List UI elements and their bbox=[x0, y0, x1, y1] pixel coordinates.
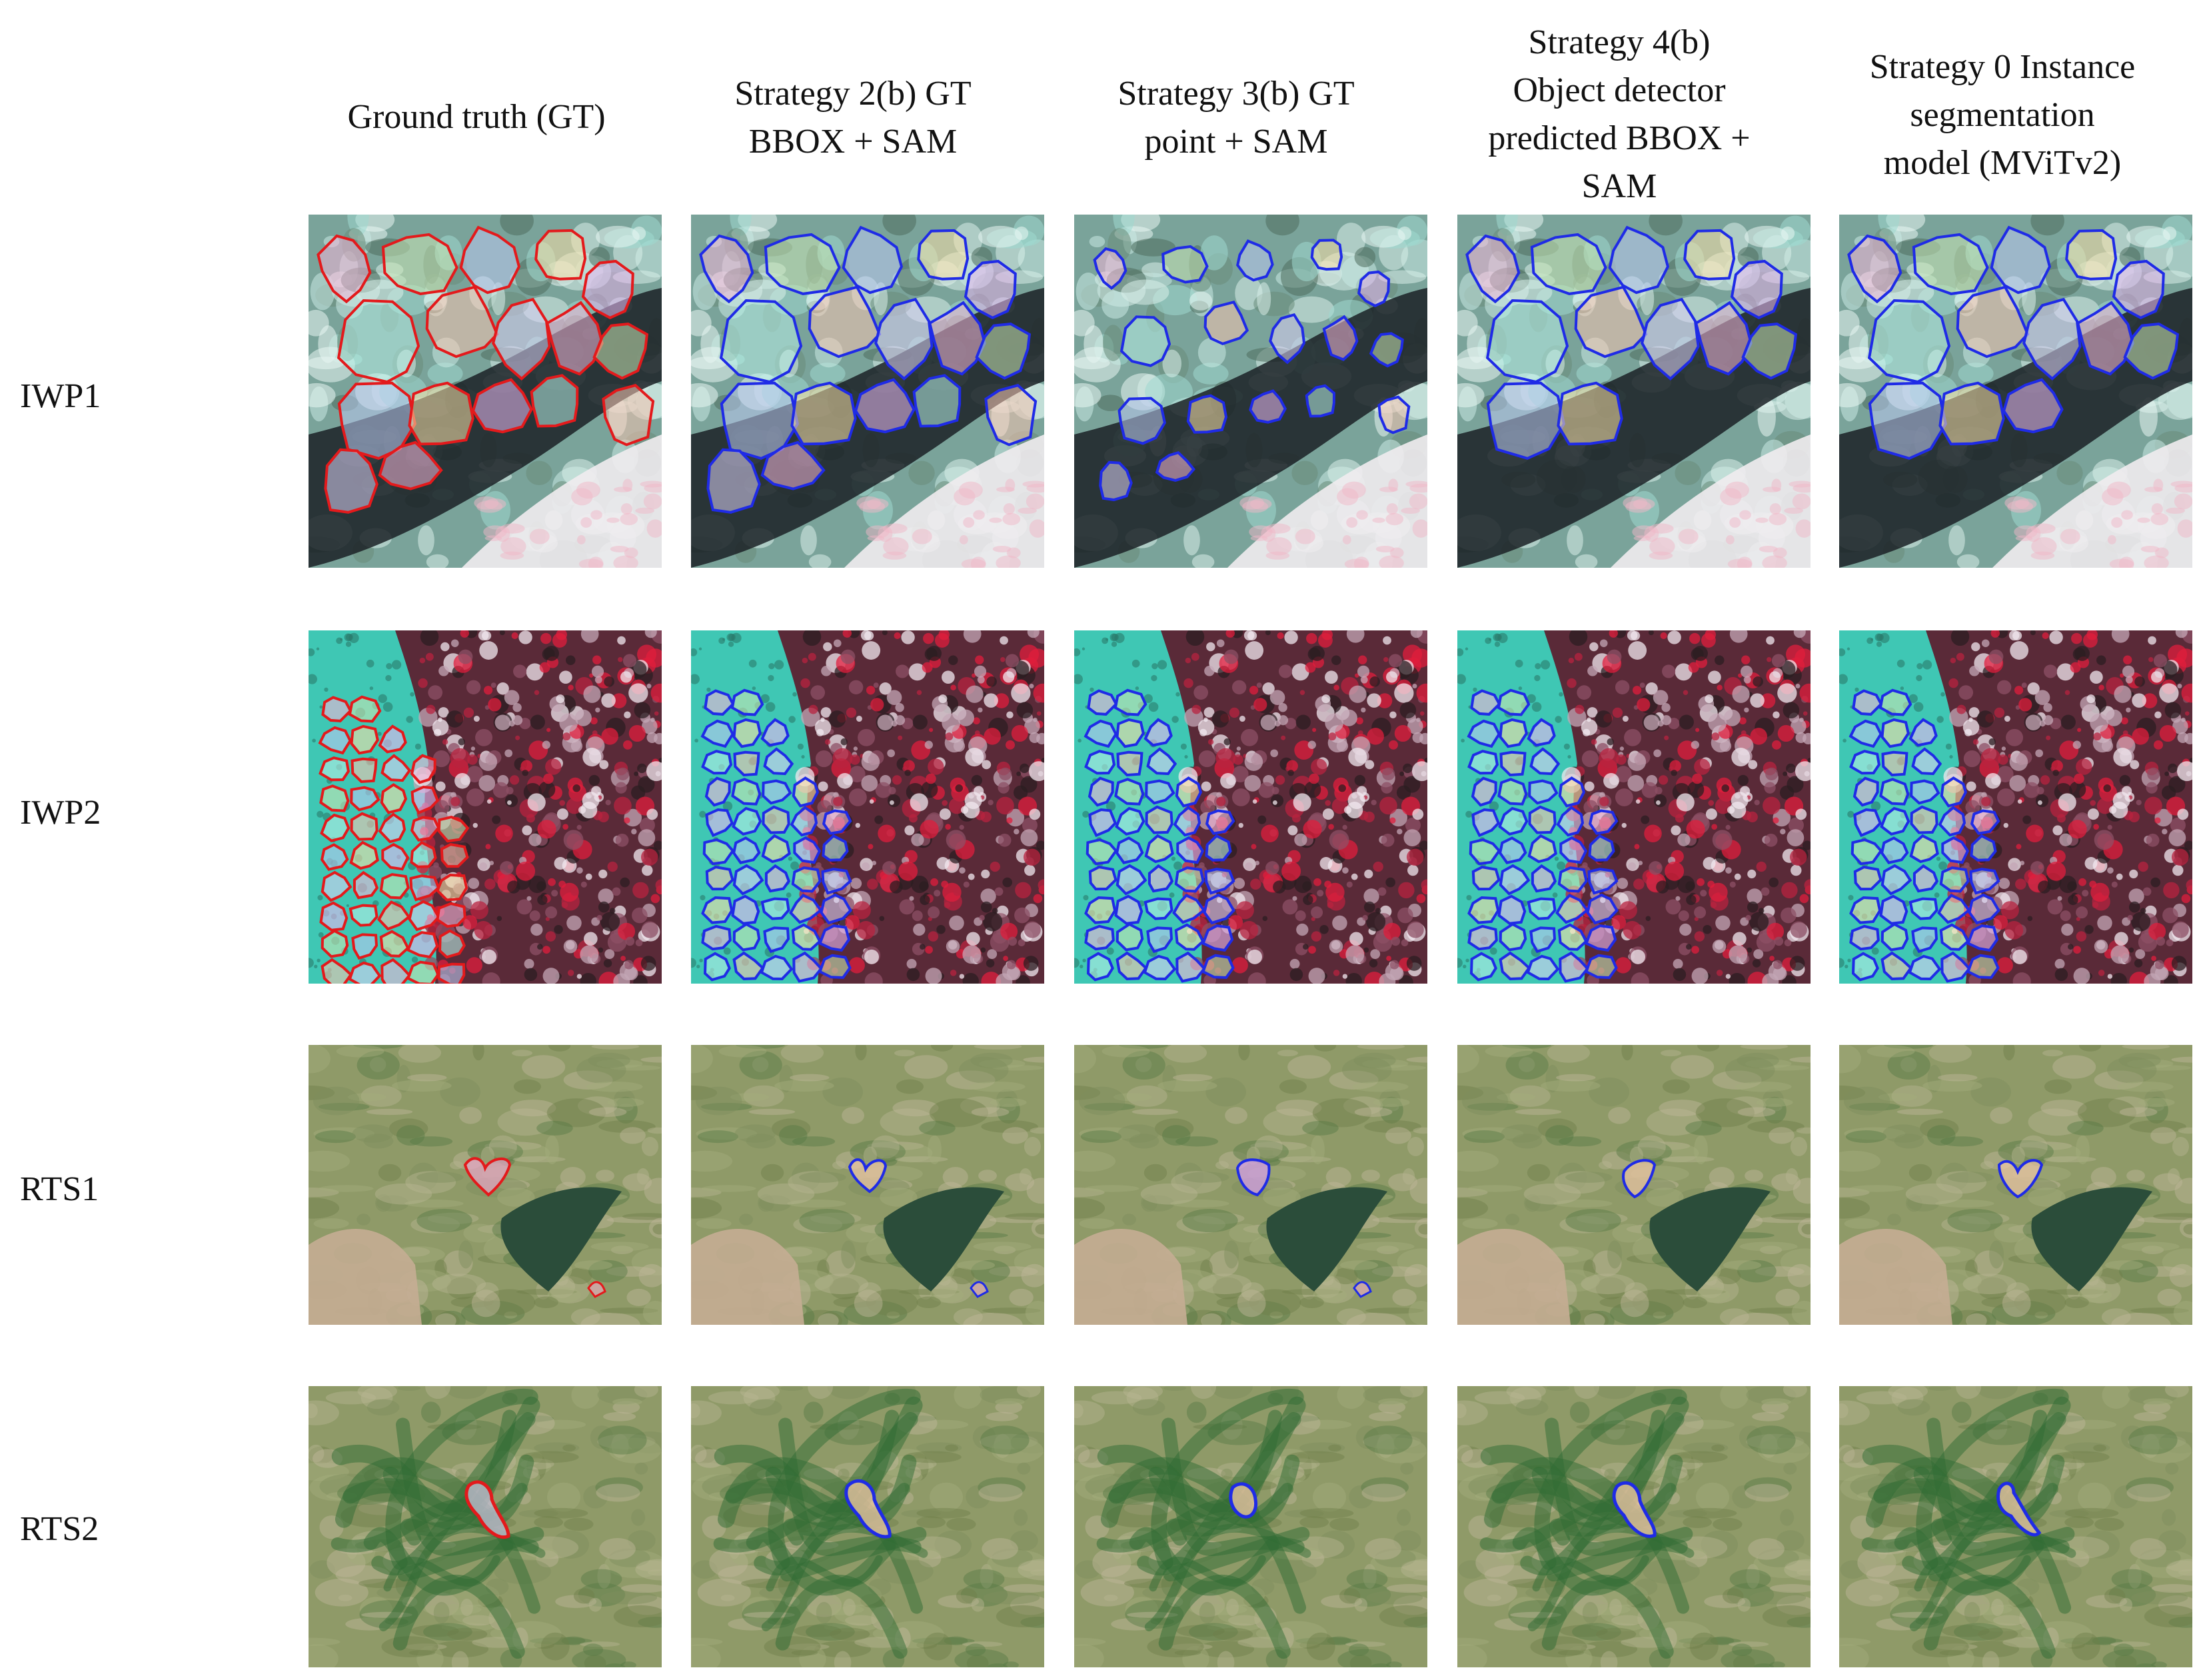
col-header-line: Ground truth (GT) bbox=[347, 98, 606, 136]
col-header-line: predicted BBOX + bbox=[1488, 119, 1751, 157]
panel-rts2-s0 bbox=[1839, 1386, 2192, 1667]
col-header-line: Strategy 0 Instance bbox=[1869, 48, 2136, 86]
satellite-image bbox=[1074, 1386, 1427, 1667]
col-header-line: Strategy 2(b) GT bbox=[734, 75, 972, 113]
satellite-image bbox=[1457, 1045, 1811, 1325]
satellite-image bbox=[691, 1045, 1044, 1325]
panel-iwp2-s3b bbox=[1074, 630, 1427, 984]
col-header-line: Strategy 3(b) GT bbox=[1117, 75, 1355, 113]
col-header-line: Object detector bbox=[1513, 71, 1726, 109]
panel-iwp2-s2b bbox=[691, 630, 1044, 984]
row-label-iwp2: IWP2 bbox=[20, 794, 101, 832]
panel-rts1-gt bbox=[309, 1045, 662, 1325]
row-label-rts2: RTS2 bbox=[20, 1510, 99, 1548]
panel-rts2-s2b bbox=[691, 1386, 1044, 1667]
panel-iwp2-gt bbox=[309, 630, 662, 984]
row-label-iwp1: IWP1 bbox=[20, 377, 101, 415]
satellite-image bbox=[309, 1045, 662, 1325]
row-label-rts1: RTS1 bbox=[20, 1170, 99, 1208]
col-header-line: Strategy 4(b) bbox=[1528, 23, 1711, 61]
satellite-image bbox=[1074, 1045, 1427, 1325]
satellite-image bbox=[1839, 1386, 2192, 1667]
panel-iwp2-s0 bbox=[1839, 630, 2192, 984]
satellite-image bbox=[1457, 1386, 1811, 1667]
col-header-line: SAM bbox=[1581, 167, 1657, 205]
panel-iwp1-gt bbox=[309, 215, 662, 568]
satellite-image bbox=[691, 630, 1044, 984]
satellite-image bbox=[1839, 1045, 2192, 1325]
panel-rts1-s2b bbox=[691, 1045, 1044, 1325]
col-header-line: model (MViTv2) bbox=[1883, 144, 2122, 182]
satellite-image bbox=[1457, 215, 1811, 568]
panel-rts1-s0 bbox=[1839, 1045, 2192, 1325]
satellite-image bbox=[1839, 215, 2192, 568]
satellite-image bbox=[309, 630, 662, 984]
panel-rts1-s4b bbox=[1457, 1045, 1811, 1325]
satellite-image bbox=[309, 215, 662, 568]
satellite-image bbox=[1074, 215, 1427, 568]
panel-rts1-s3b bbox=[1074, 1045, 1427, 1325]
panel-iwp1-s0 bbox=[1839, 215, 2192, 568]
satellite-image bbox=[309, 1386, 662, 1667]
col-header-s4b: Strategy 4(b) Object detector predicted … bbox=[1433, 19, 1806, 211]
satellite-image bbox=[691, 1386, 1044, 1667]
panel-rts2-s4b bbox=[1457, 1386, 1811, 1667]
col-header-line: point + SAM bbox=[1144, 123, 1328, 161]
col-header-line: segmentation bbox=[1910, 96, 2095, 134]
satellite-image bbox=[1074, 630, 1427, 984]
col-header-s3b: Strategy 3(b) GT point + SAM bbox=[1050, 70, 1423, 166]
satellite-image bbox=[691, 215, 1044, 568]
satellite-image bbox=[1457, 630, 1811, 984]
col-header-line: BBOX + SAM bbox=[748, 123, 958, 161]
panel-rts2-gt bbox=[309, 1386, 662, 1667]
panel-iwp1-s4b bbox=[1457, 215, 1811, 568]
col-header-s2b: Strategy 2(b) GT BBOX + SAM bbox=[666, 70, 1040, 166]
panel-rts2-s3b bbox=[1074, 1386, 1427, 1667]
col-header-gt: Ground truth (GT) bbox=[290, 93, 663, 141]
panel-iwp1-s3b bbox=[1074, 215, 1427, 568]
satellite-image bbox=[1839, 630, 2192, 984]
col-header-s0: Strategy 0 Instance segmentation model (… bbox=[1816, 43, 2189, 187]
panel-iwp1-s2b bbox=[691, 215, 1044, 568]
panel-iwp2-s4b bbox=[1457, 630, 1811, 984]
